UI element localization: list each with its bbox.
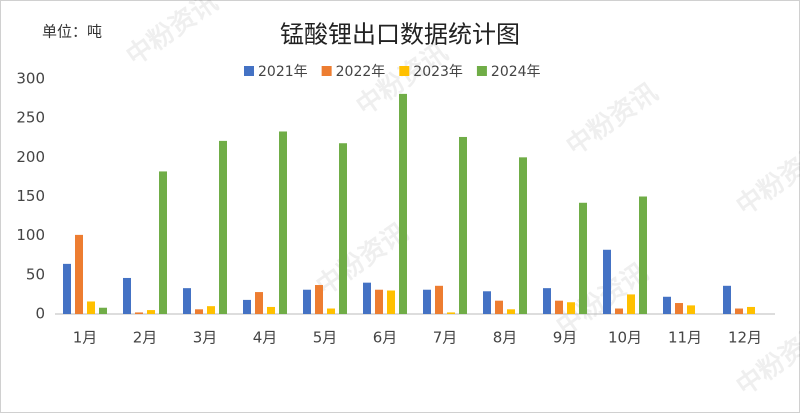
bar [87,301,95,314]
bar [615,308,623,314]
bar [483,291,491,314]
legend-label: 2021年 [258,64,308,80]
bar [735,308,743,314]
bar [687,305,695,314]
bar [723,285,731,314]
bar [639,196,647,314]
bar [207,306,215,314]
legend-swatch [244,66,254,76]
legend-label: 2023年 [413,64,463,80]
x-tick-label: 11月 [668,329,702,347]
y-tick-label: 300 [16,70,45,88]
bar [423,289,431,314]
bar [183,288,191,314]
y-tick-label: 100 [16,226,45,244]
bar [579,202,587,314]
bar [675,303,683,314]
bar [363,282,371,314]
bar [99,307,107,314]
bar [663,296,671,314]
bar [375,289,383,314]
bar [567,302,575,314]
bar [135,312,143,314]
bar [303,289,311,314]
bar [627,294,635,314]
bar [555,300,563,314]
unit-label: 单位：吨 [42,23,102,41]
bar [459,136,467,314]
bar [447,312,455,314]
x-tick-label: 9月 [553,329,578,347]
y-tick-label: 150 [16,187,45,205]
bar [219,140,227,314]
bar [279,131,287,314]
bar [495,300,503,314]
bar [195,309,203,314]
x-tick-label: 2月 [133,329,158,347]
x-tick-label: 1月 [73,329,98,347]
bar [507,309,515,314]
y-tick-label: 250 [16,109,45,127]
x-tick-label: 6月 [373,329,398,347]
bar [63,263,71,314]
bar [327,308,335,314]
bar [543,288,551,314]
x-tick-label: 4月 [253,329,278,347]
bar [747,306,755,314]
bar [519,157,527,314]
x-tick-label: 7月 [433,329,458,347]
chart-title: 锰酸锂出口数据统计图 [280,21,520,49]
bar [315,285,323,314]
bar [435,285,443,314]
x-tick-label: 8月 [493,329,518,347]
legend-swatch [321,66,332,76]
bar [603,249,611,314]
legend-label: 2024年 [491,64,541,80]
bar [159,171,167,314]
bar [123,277,131,314]
bar [339,143,347,314]
bar [255,292,263,314]
y-tick-label: 50 [26,265,45,283]
y-tick-label: 0 [35,305,45,323]
legend-swatch [476,66,487,76]
x-tick-label: 12月 [728,329,762,347]
legend-swatch [399,66,410,76]
bar [267,306,275,314]
bar [387,290,395,314]
x-tick-label: 10月 [608,329,642,347]
legend-label: 2022年 [336,64,386,80]
x-tick-label: 5月 [313,329,338,347]
y-tick-label: 200 [16,148,45,166]
bar [243,299,251,314]
x-tick-label: 3月 [193,329,218,347]
bar [399,93,407,314]
bar [75,234,83,314]
bar [147,310,155,314]
